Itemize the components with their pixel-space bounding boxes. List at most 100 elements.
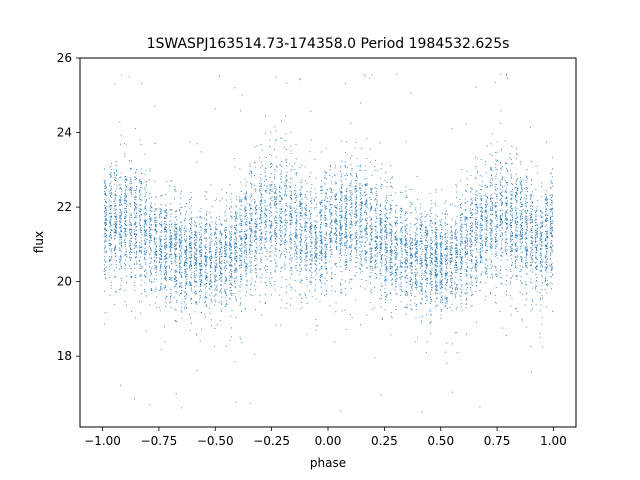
data-point <box>210 298 212 300</box>
data-point <box>471 213 473 215</box>
data-point <box>290 286 292 288</box>
data-point <box>115 233 117 235</box>
data-point <box>275 269 277 271</box>
data-point <box>251 220 253 222</box>
data-point <box>479 254 481 256</box>
data-point <box>160 240 162 242</box>
data-point <box>509 237 511 239</box>
data-point <box>175 244 177 246</box>
data-point <box>524 242 526 243</box>
data-point <box>514 237 516 238</box>
data-point <box>450 250 452 251</box>
data-point <box>310 215 312 217</box>
data-point <box>106 235 108 237</box>
data-point <box>365 210 367 212</box>
data-point <box>270 202 272 204</box>
data-point <box>304 225 306 227</box>
data-point <box>435 248 437 250</box>
data-point <box>193 286 195 288</box>
data-point <box>259 294 261 296</box>
data-point <box>128 228 130 230</box>
data-point <box>384 227 386 229</box>
data-point <box>299 229 301 231</box>
data-point <box>341 291 343 293</box>
data-point <box>369 265 371 267</box>
data-point <box>471 254 473 255</box>
data-point <box>411 253 412 255</box>
data-point <box>547 220 549 221</box>
data-point <box>246 280 248 282</box>
data-point <box>260 222 262 224</box>
data-point <box>191 216 193 218</box>
data-point <box>200 208 202 210</box>
data-point <box>244 255 246 257</box>
data-point <box>284 244 286 246</box>
data-point <box>361 250 363 252</box>
data-point <box>274 176 276 178</box>
data-point <box>119 176 121 178</box>
data-point <box>124 152 126 154</box>
data-point <box>355 222 357 224</box>
data-point <box>134 257 136 259</box>
data-point <box>280 178 281 180</box>
data-point <box>240 231 242 233</box>
data-point <box>151 235 153 237</box>
data-point <box>234 242 236 244</box>
data-point <box>285 214 287 216</box>
data-point <box>481 218 483 220</box>
data-point <box>170 180 172 182</box>
data-point <box>336 220 337 222</box>
data-point <box>310 267 312 269</box>
data-point <box>434 280 436 282</box>
data-point <box>206 255 208 257</box>
data-point <box>355 248 357 250</box>
data-point <box>496 235 498 236</box>
data-point <box>495 175 497 177</box>
data-point <box>371 289 372 291</box>
data-point <box>496 160 498 162</box>
data-point <box>541 261 543 263</box>
data-point <box>485 282 487 284</box>
data-point <box>196 253 198 255</box>
data-point <box>304 227 306 229</box>
data-point <box>491 275 493 277</box>
data-point <box>466 226 467 228</box>
data-point <box>552 168 554 170</box>
data-point <box>429 323 431 324</box>
data-point <box>349 247 351 248</box>
data-point <box>479 261 481 263</box>
data-point <box>535 252 537 254</box>
data-point <box>412 239 413 241</box>
data-point <box>274 220 276 222</box>
data-point <box>501 243 503 245</box>
data-point <box>194 234 195 235</box>
data-point <box>531 201 533 203</box>
data-point <box>249 234 251 236</box>
data-point <box>270 251 272 253</box>
data-point <box>285 222 287 224</box>
data-point <box>115 252 117 254</box>
data-point <box>354 208 356 210</box>
data-point <box>269 255 271 257</box>
data-point <box>144 289 146 290</box>
data-point <box>384 276 386 278</box>
data-point <box>464 254 466 256</box>
data-point <box>105 194 107 196</box>
data-point <box>259 243 261 245</box>
data-point <box>234 251 236 253</box>
data-point <box>434 252 436 254</box>
data-point <box>510 173 512 175</box>
data-point <box>511 248 513 250</box>
data-point <box>209 294 211 296</box>
data-point <box>199 238 201 240</box>
data-point <box>226 249 228 250</box>
data-point <box>546 224 547 226</box>
data-point <box>535 304 537 306</box>
data-point <box>501 238 503 240</box>
data-point <box>450 275 452 277</box>
data-point <box>411 241 413 243</box>
data-point <box>305 238 307 240</box>
data-point <box>430 275 432 277</box>
data-point <box>119 188 121 190</box>
data-point <box>169 185 171 187</box>
